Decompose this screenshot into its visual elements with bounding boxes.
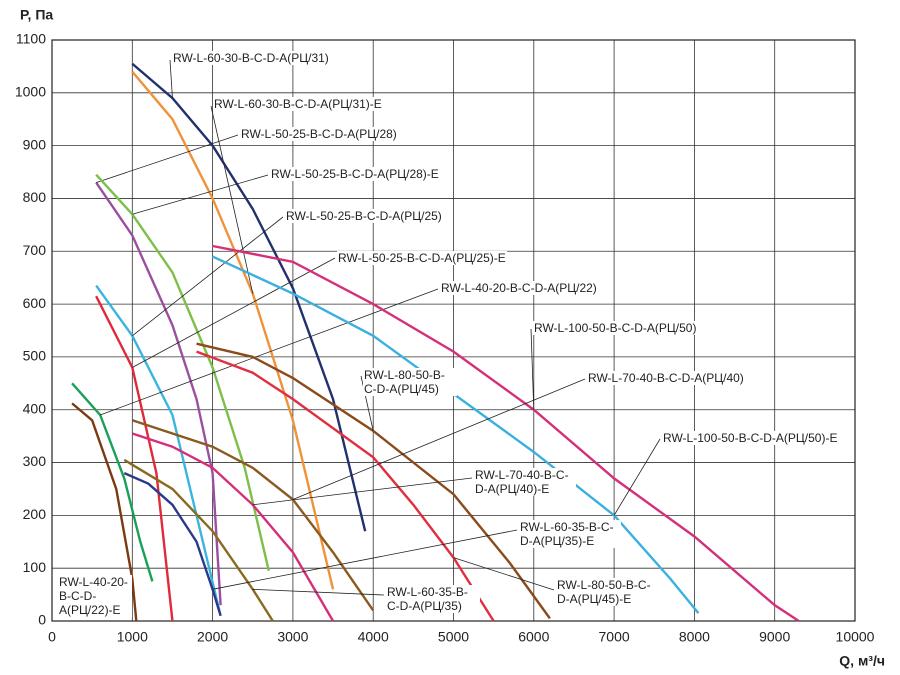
x-tick-label: 10000: [836, 629, 875, 645]
y-tick-label: 400: [23, 400, 47, 416]
y-tick-label: 200: [23, 506, 47, 522]
x-tick-label: 6000: [518, 629, 549, 645]
curve-label: RW-L-50-25-B-C-D-A(РЦ/25): [285, 209, 443, 223]
x-tick-label: 9000: [759, 629, 790, 645]
leader-line: [613, 438, 661, 516]
fan-curve: [131, 70, 335, 590]
fan-curve: [95, 173, 270, 572]
curve-label: RW-L-40-20-B-C-D-A(РЦ/22)-E: [58, 575, 132, 617]
y-tick-label: 800: [23, 189, 47, 205]
curve-label: RW-L-80-50-B-C-D-A(РЦ/45): [363, 368, 457, 396]
y-tick-label: 600: [23, 295, 47, 311]
curve-label: RW-L-70-40-B-C-D-A(РЦ/40)-E: [474, 468, 576, 496]
curve-label: RW-L-50-25-B-C-D-A(РЦ/28)-E: [270, 167, 440, 181]
leader-line: [132, 174, 269, 215]
curve-label: RW-L-60-30-B-C-D-A(РЦ/31): [172, 51, 330, 65]
x-tick-label: 8000: [679, 629, 710, 645]
leader-line: [530, 328, 535, 410]
leader-line: [96, 134, 239, 183]
x-tick-label: 1000: [117, 629, 148, 645]
fan-curve: [212, 255, 700, 614]
fan-curve: [123, 472, 222, 617]
y-tick-label: 0: [38, 612, 46, 628]
curve-label: RW-L-60-35-B-C-D-A(РЦ/35): [386, 585, 480, 613]
fan-curve: [71, 402, 138, 622]
leader-line: [210, 105, 254, 294]
leader-line: [132, 257, 336, 368]
x-tick-label: 2000: [197, 629, 228, 645]
leader-line: [100, 288, 439, 416]
y-tick-label: 700: [23, 242, 47, 258]
y-tick-label: 100: [23, 559, 47, 575]
leader-line: [453, 557, 555, 591]
curve-label: RW-L-100-50-B-C-D-A(РЦ/50)-E: [662, 431, 839, 445]
y-tick-label: 1000: [15, 84, 46, 100]
y-axis-label: P, Па: [20, 7, 53, 23]
fan-curve: [95, 284, 222, 616]
curve-label: RW-L-80-50-B-C-D-A(РЦ/45)-E: [556, 578, 658, 606]
curve-label: RW-L-100-50-B-C-D-A(РЦ/50): [533, 321, 698, 335]
leader-line: [252, 588, 385, 596]
x-tick-label: 4000: [358, 629, 389, 645]
leader-line: [132, 216, 284, 337]
fan-curve: [95, 295, 174, 622]
fan-curve: [131, 432, 335, 622]
curve-label: RW-L-40-20-B-C-D-A(РЦ/22): [440, 281, 598, 295]
x-tick-label: 0: [48, 629, 56, 645]
curve-label: RW-L-60-30-B-C-D-A(РЦ/31)-E: [213, 97, 383, 111]
x-tick-label: 5000: [438, 629, 469, 645]
x-tick-label: 3000: [277, 629, 308, 645]
fan-curve: [131, 419, 375, 612]
y-tick-label: 1100: [16, 31, 46, 47]
curve-label: RW-L-50-25-B-C-D-A(РЦ/28): [240, 127, 398, 141]
leader-line: [212, 529, 518, 590]
y-tick-label: 900: [23, 136, 47, 152]
fan-curve: [95, 181, 222, 606]
x-tick-label: 7000: [599, 629, 630, 645]
plot-frame: [51, 39, 856, 622]
y-tick-label: 500: [23, 348, 47, 364]
fan-curve: [71, 382, 154, 582]
leader-line: [252, 477, 473, 506]
leader-line: [169, 59, 173, 99]
x-axis-label: Q, м³/ч: [839, 653, 885, 669]
curve-label: RW-L-70-40-B-C-D-A(РЦ/40): [587, 371, 745, 385]
leader-line: [292, 378, 586, 500]
y-tick-label: 300: [23, 453, 47, 469]
curve-label: RW-L-50-25-B-C-D-A(РЦ/25)-E: [337, 251, 507, 265]
curve-label: RW-L-60-35-B-C-D-A(РЦ/35)-E: [519, 520, 621, 548]
fan-curve: [123, 458, 274, 622]
